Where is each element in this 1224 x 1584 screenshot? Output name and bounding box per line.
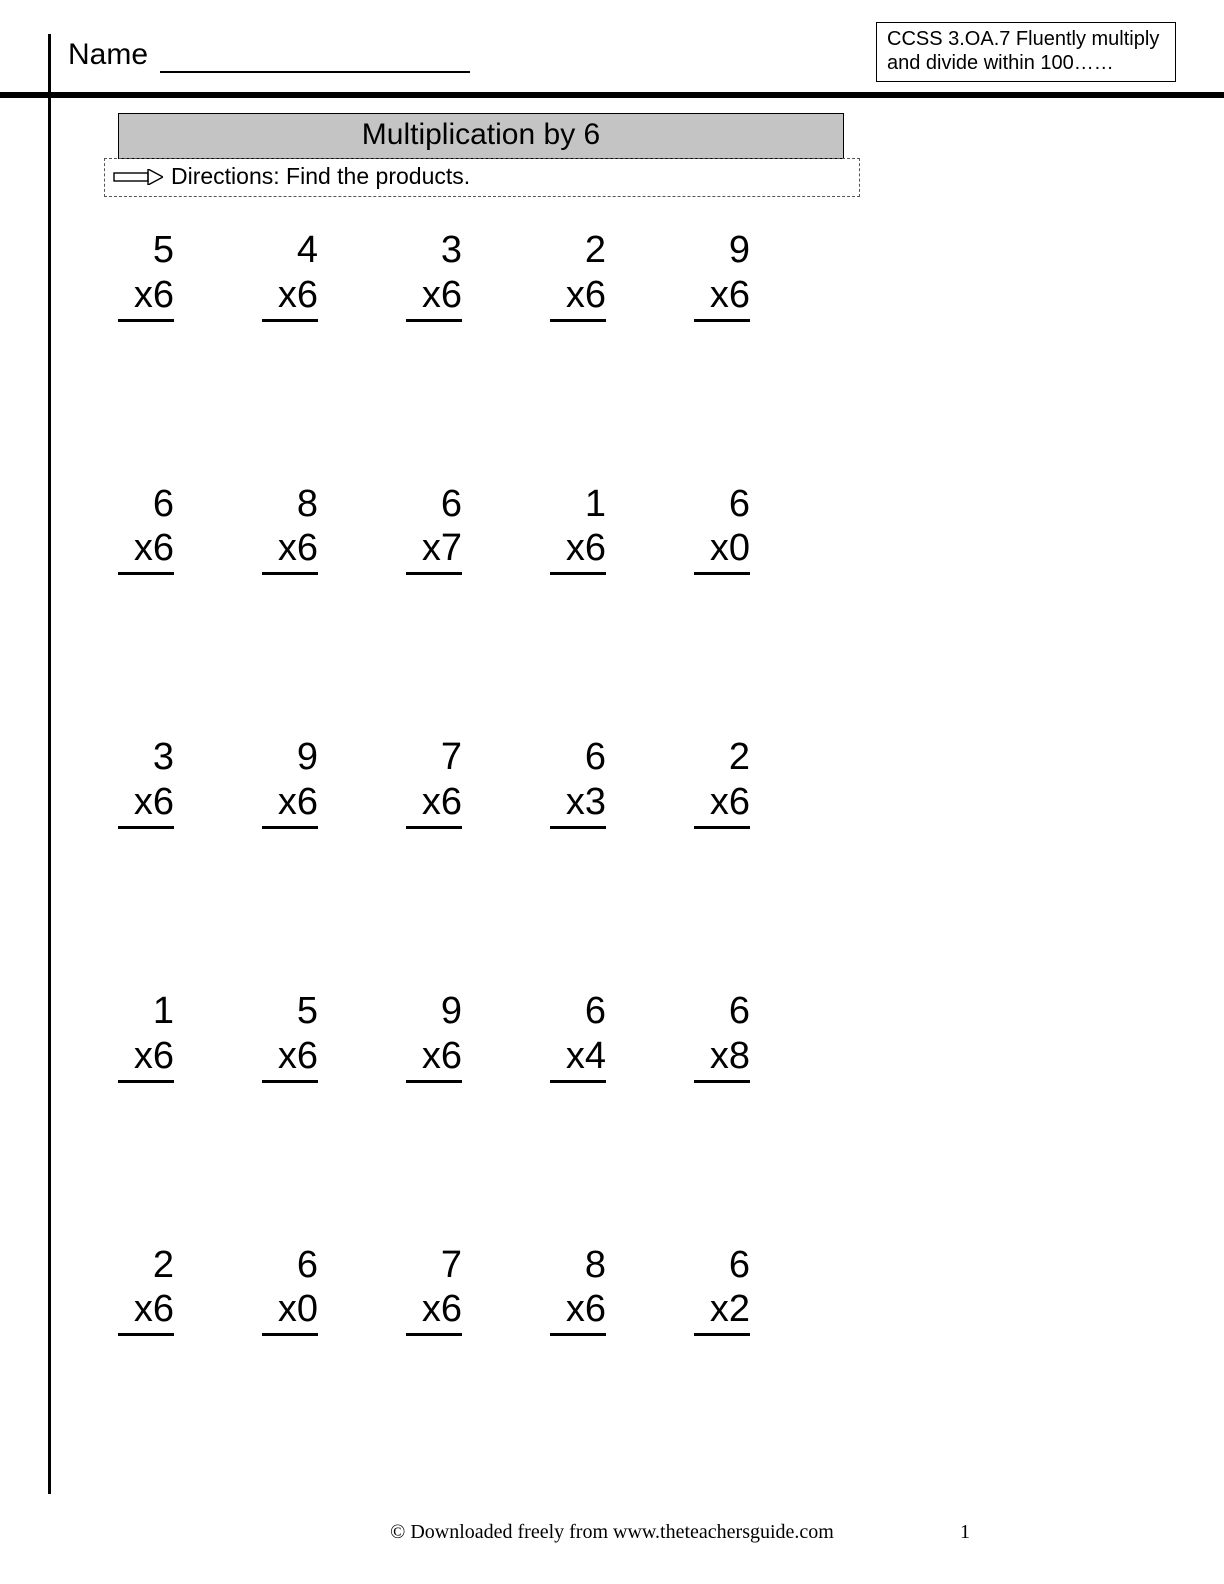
problem-bottom: x6 <box>550 1287 606 1336</box>
problems-grid: 5x64x63x62x69x66x68x66x71x66x03x69x67x66… <box>96 228 816 1336</box>
problem-top: 7 <box>384 735 462 780</box>
problem-top: 9 <box>672 228 750 273</box>
directions-box: Directions: Find the products. <box>104 158 860 197</box>
problem-top: 2 <box>672 735 750 780</box>
problem-bottom: x0 <box>694 526 750 575</box>
problem-top: 1 <box>528 482 606 527</box>
problem-bottom: x6 <box>406 1034 462 1083</box>
problem-bottom: x6 <box>262 1034 318 1083</box>
vertical-margin-line <box>48 34 51 1494</box>
problem-bottom: x6 <box>550 526 606 575</box>
problem-top: 3 <box>96 735 174 780</box>
problem-top: 8 <box>240 482 318 527</box>
problem: 8x6 <box>240 482 318 576</box>
problem-bottom: x6 <box>118 1287 174 1336</box>
problem-bottom: x4 <box>550 1034 606 1083</box>
problem-bottom: x6 <box>118 1034 174 1083</box>
header: Name CCSS 3.OA.7 Fluently multiply and d… <box>48 28 1176 86</box>
worksheet-title: Multiplication by 6 <box>118 113 844 159</box>
problem-top: 5 <box>96 228 174 273</box>
problem-bottom: x6 <box>118 780 174 829</box>
problem-bottom: x6 <box>406 1287 462 1336</box>
problem-top: 6 <box>384 482 462 527</box>
problem: 5x6 <box>96 228 174 322</box>
problem-bottom: x6 <box>550 273 606 322</box>
problem: 3x6 <box>384 228 462 322</box>
problem: 6x0 <box>672 482 750 576</box>
problem-bottom: x6 <box>118 526 174 575</box>
problem-top: 4 <box>240 228 318 273</box>
problem-top: 1 <box>96 989 174 1034</box>
problem-top: 9 <box>240 735 318 780</box>
problem-top: 7 <box>384 1243 462 1288</box>
problem-bottom: x2 <box>694 1287 750 1336</box>
arrow-right-icon <box>113 169 163 185</box>
problem-bottom: x0 <box>262 1287 318 1336</box>
problem-top: 6 <box>672 1243 750 1288</box>
problem-top: 2 <box>528 228 606 273</box>
problem: 1x6 <box>96 989 174 1083</box>
problem: 7x6 <box>384 735 462 829</box>
name-blank-line <box>160 71 470 73</box>
problem-bottom: x3 <box>550 780 606 829</box>
problem: 8x6 <box>528 1243 606 1337</box>
problem-top: 3 <box>384 228 462 273</box>
problem-bottom: x6 <box>262 273 318 322</box>
problem-bottom: x6 <box>118 273 174 322</box>
problem: 4x6 <box>240 228 318 322</box>
problem-top: 6 <box>240 1243 318 1288</box>
name-label: Name <box>68 38 148 72</box>
problem: 6x6 <box>96 482 174 576</box>
problem: 6x0 <box>240 1243 318 1337</box>
problem-top: 6 <box>528 735 606 780</box>
problem-top: 6 <box>672 482 750 527</box>
problem: 9x6 <box>672 228 750 322</box>
problem: 9x6 <box>240 735 318 829</box>
problem-bottom: x6 <box>262 780 318 829</box>
problem-top: 5 <box>240 989 318 1034</box>
problem: 2x6 <box>528 228 606 322</box>
problem-bottom: x6 <box>406 780 462 829</box>
standards-box: CCSS 3.OA.7 Fluently multiply and divide… <box>876 22 1176 82</box>
problem: 3x6 <box>96 735 174 829</box>
problem-top: 2 <box>96 1243 174 1288</box>
problem-bottom: x6 <box>406 273 462 322</box>
page-number: 1 <box>960 1521 970 1544</box>
horizontal-divider <box>0 92 1224 98</box>
footer-attribution: © Downloaded freely from www.theteachers… <box>0 1521 1224 1544</box>
problem-bottom: x7 <box>406 526 462 575</box>
problem: 2x6 <box>96 1243 174 1337</box>
problem: 2x6 <box>672 735 750 829</box>
problem-bottom: x6 <box>694 273 750 322</box>
problem: 5x6 <box>240 989 318 1083</box>
problem-top: 6 <box>672 989 750 1034</box>
problem: 6x2 <box>672 1243 750 1337</box>
problem-top: 6 <box>96 482 174 527</box>
problem-bottom: x8 <box>694 1034 750 1083</box>
problem: 6x8 <box>672 989 750 1083</box>
problem: 6x7 <box>384 482 462 576</box>
problem-top: 6 <box>528 989 606 1034</box>
problem-top: 8 <box>528 1243 606 1288</box>
problem: 7x6 <box>384 1243 462 1337</box>
problem: 6x4 <box>528 989 606 1083</box>
problem: 1x6 <box>528 482 606 576</box>
problem-bottom: x6 <box>694 780 750 829</box>
problem: 6x3 <box>528 735 606 829</box>
problem: 9x6 <box>384 989 462 1083</box>
problem-top: 9 <box>384 989 462 1034</box>
directions-text: Directions: Find the products. <box>171 163 470 190</box>
problem-bottom: x6 <box>262 526 318 575</box>
